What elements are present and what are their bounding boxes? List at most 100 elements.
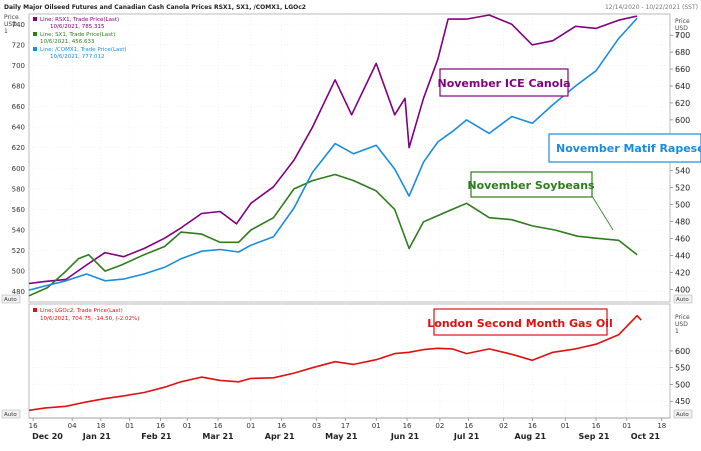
right-tick-label: 640: [675, 82, 690, 91]
x-month-label: Mar 21: [202, 432, 234, 441]
x-tick-label: 01: [372, 422, 381, 430]
bottom-auto-button[interactable]: Auto: [673, 409, 693, 419]
x-tick-label: 03: [312, 422, 321, 430]
x-month-label: May 21: [325, 432, 358, 441]
left-tick-label: 660: [12, 103, 25, 111]
x-tick-label: 01: [622, 422, 631, 430]
top-left-auto-label: Auto: [4, 297, 17, 303]
x-tick-label: 02: [435, 422, 444, 430]
bottom-left-auto-label: Auto: [4, 412, 17, 418]
top-right-axis-title-2: USD: [675, 25, 688, 32]
top-left-axis: 480 500 520 540 560 580 600 620 640 660 680 700 720 7…: [12, 21, 25, 296]
left-tick-label: 600: [12, 165, 25, 173]
x-tick-label: 17: [341, 422, 350, 430]
x-tick-label: 16: [592, 422, 601, 430]
right-tick-label: 400: [675, 285, 690, 294]
bottom-legend: Line; LGOc2, Trade Price(Last) 10/6/2021…: [33, 308, 139, 322]
top-left-axis-title-2: USD: [4, 21, 17, 28]
left-tick-label: 540: [12, 227, 25, 235]
top-auto-button[interactable]: Auto: [673, 294, 693, 304]
left-tick-label: 680: [12, 83, 25, 91]
x-tick-label: 16: [403, 422, 412, 430]
bottom-panel-lines: [28, 314, 642, 412]
left-tick-label: 480: [12, 288, 25, 296]
legend-rsx1-line1: Line; RSX1, Trade Price(Last): [40, 17, 119, 23]
legend-swatch-rsx1: [33, 17, 37, 21]
series-line-comx1: [28, 17, 638, 291]
right-tick-label: 520: [675, 184, 690, 193]
x-month-label: Jan 21: [82, 432, 111, 441]
right-tick-label: 660: [675, 65, 690, 74]
right-tick-label: 550: [675, 364, 690, 373]
x-month-label: Apr 21: [265, 432, 295, 441]
annotation-soybeans: November Soybeans: [467, 171, 614, 231]
legend-swatch-sx1: [33, 32, 37, 36]
annotation-canola-text: November ICE Canola: [437, 77, 570, 90]
x-tick-label: 16: [156, 422, 165, 430]
x-tick-label: 01: [561, 422, 570, 430]
legend-sx1-line1: Line; SX1, Trade Price(Last): [40, 32, 115, 38]
bottom-right-axis-title-2: USD: [675, 321, 688, 328]
right-tick-label: 460: [675, 234, 690, 243]
right-tick-label: 500: [675, 380, 690, 389]
left-tick-label: 740: [12, 21, 25, 29]
legend-swatch-comx1: [33, 47, 37, 51]
bottom-left-auto-button[interactable]: Auto: [1, 409, 21, 419]
legend-comx1-line1: Line; /COMX1, Trade Price(Last): [40, 47, 127, 53]
bottom-right-axis-title-3: 1: [675, 328, 679, 335]
right-tick-label: 540: [675, 167, 690, 176]
top-auto-label: Auto: [676, 297, 689, 303]
top-left-axis-title-3: 1: [4, 28, 8, 35]
x-tick-label: 16: [528, 422, 537, 430]
x-tick-label: 16: [214, 422, 223, 430]
date-range: 12/14/2020 - 10/22/2021 (SST): [605, 4, 698, 11]
annotation-soybeans-pointer: [591, 195, 614, 231]
x-month-label: Aug 21: [515, 432, 547, 441]
bottom-right-axis-title-1: Price: [675, 314, 690, 321]
legend-lgoc2-line2: 10/6/2021, 704.75, -14.50, (-2.02%): [40, 316, 139, 322]
x-tick-label: 16: [29, 422, 38, 430]
bottom-auto-label: Auto: [676, 412, 689, 418]
x-month-label: Oct 21: [631, 432, 661, 441]
x-tick-label: 01: [125, 422, 134, 430]
right-tick-label: 480: [675, 218, 690, 227]
legend-swatch-lgoc2: [33, 308, 37, 312]
x-month-label: Dec 20: [32, 432, 63, 441]
left-tick-label: 580: [12, 185, 25, 193]
left-tick-label: 720: [12, 41, 25, 49]
legend-comx1-line2: 10/6/2021, 777.012: [50, 54, 104, 60]
x-tick-label: 16: [464, 422, 473, 430]
x-axis: 16 04 18 01 16 01 16 01 16 03 17 01 16 02 16 02 16 01 16 01…: [29, 417, 670, 441]
right-tick-label: 600: [675, 347, 690, 356]
right-tick-label: 700: [675, 31, 690, 40]
x-month-label: Feb 21: [141, 432, 172, 441]
top-panel-lines: [28, 14, 638, 297]
left-tick-label: 560: [12, 206, 25, 214]
top-legend: Line; RSX1, Trade Price(Last) 10/6/2021,…: [33, 17, 127, 60]
top-right-axis-title-3: 1: [675, 32, 679, 39]
x-month-label: Jun 21: [390, 432, 420, 441]
x-tick-label: 16: [277, 422, 286, 430]
left-tick-label: 620: [12, 144, 25, 152]
x-tick-label: 18: [657, 422, 666, 430]
x-tick-label: 02: [499, 422, 508, 430]
top-left-auto-button[interactable]: Auto: [1, 294, 21, 304]
left-tick-label: 700: [12, 62, 25, 70]
right-tick-label: 500: [675, 201, 690, 210]
left-tick-label: 500: [12, 268, 25, 276]
annotation-gasoil: London Second Month Gas Oil: [427, 308, 613, 336]
right-tick-label: 620: [675, 99, 690, 108]
right-tick-label: 420: [675, 268, 690, 277]
top-left-axis-title-1: Price: [4, 14, 19, 21]
bottom-right-axis: 450 500 550 600: [670, 347, 690, 406]
x-tick-label: 01: [246, 422, 255, 430]
right-tick-label: 600: [675, 116, 690, 125]
left-tick-label: 520: [12, 247, 25, 255]
right-tick-label: 450: [675, 397, 690, 406]
series-line-lgoc2: [28, 314, 642, 412]
chart-title: Daily Major Oilseed Futures and Canadian…: [4, 4, 306, 11]
annotation-gasoil-text: London Second Month Gas Oil: [427, 317, 612, 330]
right-tick-label: 440: [675, 251, 690, 260]
